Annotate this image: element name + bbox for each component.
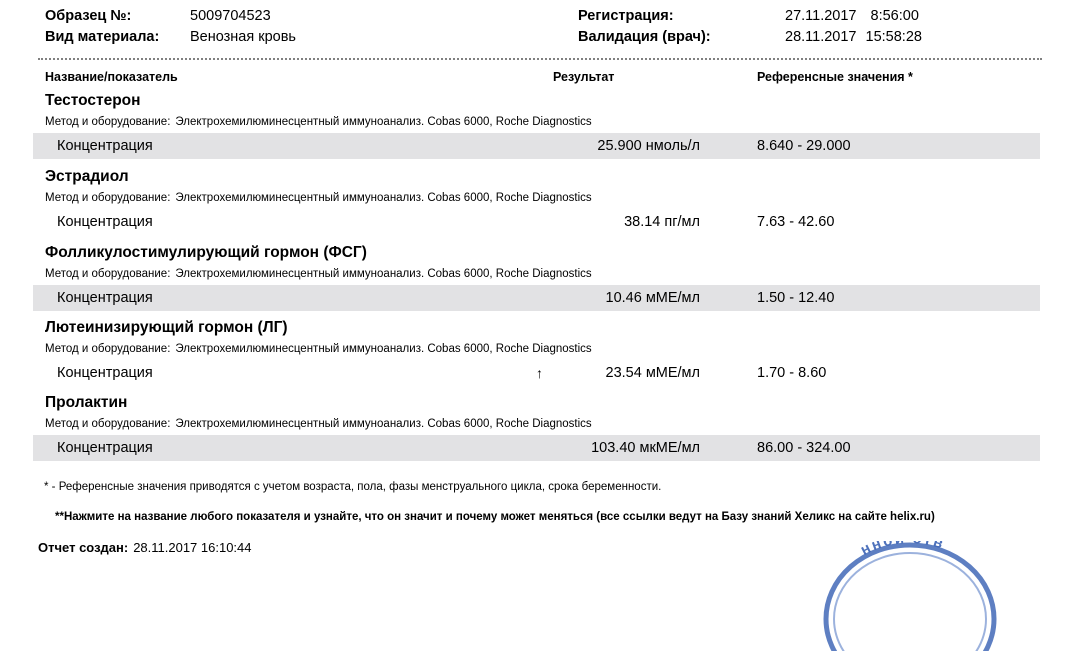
report-created-value: 28.11.2017 16:10:44	[133, 540, 252, 555]
result-value: 10.46 мМЕ/мл	[605, 290, 701, 306]
analyte-title[interactable]: Лютеинизирующий гормон (ЛГ)	[45, 319, 288, 336]
registration-label: Регистрация:	[578, 8, 674, 24]
table-row: Концентрация 103.40 мкМЕ/мл 86.00 - 324.…	[0, 435, 1080, 461]
reference-range: 1.50 - 12.40	[757, 290, 835, 306]
method-value: Электрохемилюминесцентный иммуноанализ. …	[175, 343, 592, 355]
method-value: Электрохемилюминесцентный иммуноанализ. …	[175, 268, 592, 280]
official-stamp: нной отв	[812, 541, 1008, 651]
result-value: 38.14 пг/мл	[624, 214, 700, 230]
arrow-up-icon: ↑	[536, 365, 543, 381]
header-row-validation: Вид материала: Венозная кровь Валидация …	[0, 27, 1080, 48]
analyte-method: Метод и оборудование: Электрохемилюминесц…	[45, 341, 1080, 357]
material-type-label: Вид материала:	[45, 29, 160, 45]
parameter-name: Концентрация	[57, 214, 153, 230]
parameter-name: Концентрация	[57, 138, 153, 154]
document-header: Образец №: 5009704523 Регистрация: 27.11…	[0, 0, 1080, 56]
column-header-result: Результат	[553, 70, 615, 84]
results-table: Тестостерон Метод и оборудование: Электро…	[0, 90, 1080, 461]
method-value: Электрохемилюминесцентный иммуноанализ. …	[175, 418, 592, 430]
report-created-label: Отчет создан:	[38, 540, 129, 555]
parameter-name: Концентрация	[57, 365, 153, 381]
stamp-text: нной отв	[858, 541, 945, 559]
knowledge-base-footnote: **Нажмите на название любого показателя …	[55, 511, 935, 523]
analyte-title[interactable]: Пролактин	[45, 394, 128, 411]
analyte-block: Пролактин Метод и оборудование: Электрохе…	[0, 392, 1080, 461]
material-type-value: Венозная кровь	[190, 29, 296, 45]
analyte-block: Эстрадиол Метод и оборудование: Электрохе…	[0, 166, 1080, 235]
row-background	[33, 435, 1040, 461]
analyte-block: Фолликулостимулирующий гормон (ФСГ) Мето…	[0, 242, 1080, 311]
validation-date: 28.11.2017	[785, 29, 857, 45]
sample-number-value: 5009704523	[190, 8, 271, 24]
analyte-block: Лютеинизирующий гормон (ЛГ) Метод и обор…	[0, 317, 1080, 386]
method-label: Метод и оборудование:	[45, 343, 171, 355]
reference-range: 8.640 - 29.000	[757, 138, 851, 154]
method-label: Метод и оборудование:	[45, 268, 171, 280]
reference-range: 1.70 - 8.60	[757, 365, 827, 381]
method-value: Электрохемилюминесцентный иммуноанализ. …	[175, 192, 592, 204]
parameter-name: Концентрация	[57, 440, 153, 456]
svg-text:нной отв: нной отв	[858, 541, 947, 559]
reference-footnote: * - Референсные значения приводятся с уч…	[44, 481, 662, 493]
row-background	[33, 285, 1040, 311]
table-row: Концентрация 10.46 мМЕ/мл 1.50 - 12.40	[0, 285, 1080, 311]
sample-number-label: Образец №:	[45, 8, 132, 24]
method-label: Метод и оборудование:	[45, 116, 171, 128]
result-value: 23.54 мМЕ/мл	[605, 365, 701, 381]
method-value: Электрохемилюминесцентный иммуноанализ. …	[175, 116, 592, 128]
column-header-reference: Референсные значения *	[757, 70, 913, 84]
report-created: Отчет создан: 28.11.2017 16:10:44	[38, 539, 252, 557]
registration-time: 8:56:00	[870, 8, 919, 24]
analyte-method: Метод и оборудование: Электрохемилюминесц…	[45, 190, 1080, 206]
method-label: Метод и оборудование:	[45, 418, 171, 430]
reference-range: 7.63 - 42.60	[757, 214, 835, 230]
validation-value: 28.11.2017 15:58:28	[785, 27, 922, 48]
analyte-title[interactable]: Эстрадиол	[45, 168, 129, 185]
analyte-method: Метод и оборудование: Электрохемилюминесц…	[45, 266, 1080, 282]
validation-time: 15:58:28	[865, 29, 922, 45]
table-row: Концентрация 25.900 нмоль/л 8.640 - 29.0…	[0, 133, 1080, 159]
header-row-registration: Образец №: 5009704523 Регистрация: 27.11…	[0, 6, 1080, 27]
result-value: 103.40 мкМЕ/мл	[591, 440, 700, 456]
method-label: Метод и оборудование:	[45, 192, 171, 204]
table-row: Концентрация ↑ 23.54 мМЕ/мл 1.70 - 8.60	[0, 360, 1080, 386]
validation-label: Валидация (врач):	[578, 29, 711, 45]
analyte-method: Метод и оборудование: Электрохемилюминесц…	[45, 114, 1080, 130]
analyte-title[interactable]: Тестостерон	[45, 92, 141, 109]
analyte-title[interactable]: Фолликулостимулирующий гормон (ФСГ)	[45, 244, 367, 261]
result-value: 25.900 нмоль/л	[597, 138, 700, 154]
registration-value: 27.11.2017 8:56:00	[785, 6, 919, 27]
parameter-name: Концентрация	[57, 290, 153, 306]
table-column-headers: Название/показатель Результат Референсны…	[0, 68, 1080, 86]
table-row: Концентрация 38.14 пг/мл 7.63 - 42.60	[0, 209, 1080, 235]
reference-range: 86.00 - 324.00	[757, 440, 851, 456]
row-background	[33, 133, 1040, 159]
analyte-block: Тестостерон Метод и оборудование: Электро…	[0, 90, 1080, 159]
registration-date: 27.11.2017	[785, 8, 857, 24]
header-separator	[38, 58, 1042, 60]
analyte-method: Метод и оборудование: Электрохемилюминесц…	[45, 416, 1080, 432]
column-header-name: Название/показатель	[45, 70, 178, 84]
